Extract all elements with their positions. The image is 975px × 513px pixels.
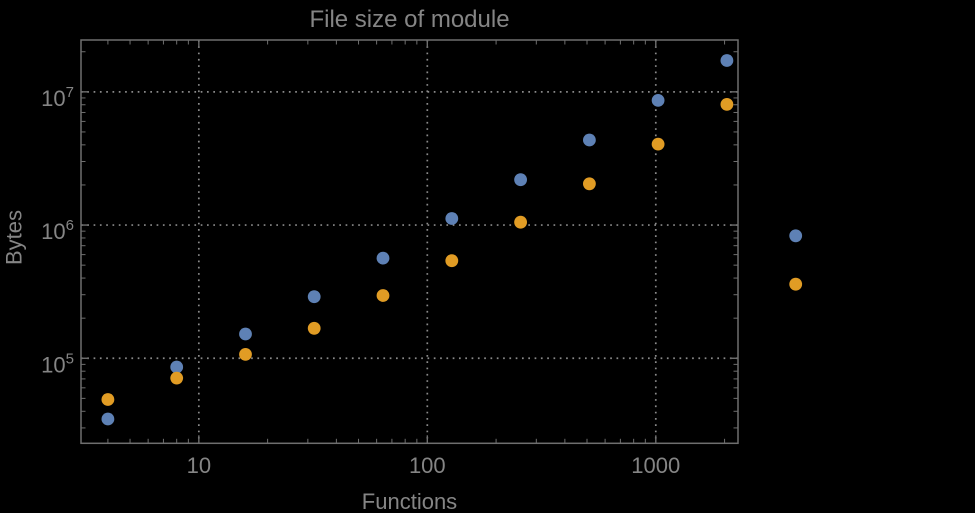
data-point-blue — [583, 133, 596, 147]
data-point-orange — [239, 348, 252, 361]
data-point-blue — [789, 229, 803, 243]
data-point-orange — [789, 277, 803, 291]
data-point-orange — [170, 371, 184, 385]
data-point-blue — [514, 173, 527, 187]
data-point-orange — [720, 98, 734, 111]
data-point-orange — [445, 254, 459, 268]
y-tick-label: 106 — [41, 217, 74, 244]
y-tick-label: 107 — [41, 84, 74, 111]
data-points — [101, 54, 803, 426]
y-tick-label: 105 — [41, 350, 74, 377]
data-point-blue — [445, 212, 459, 225]
data-point-orange — [651, 137, 665, 151]
data-point-orange — [583, 177, 596, 191]
gridlines — [81, 40, 738, 444]
chart-title: File size of module — [309, 6, 509, 33]
data-point-orange — [307, 321, 321, 335]
y-axis-label: Bytes — [2, 210, 27, 265]
data-point-blue — [307, 290, 321, 304]
x-tick-label: 10 — [187, 453, 211, 478]
data-point-orange — [101, 393, 115, 406]
data-point-blue — [239, 327, 252, 341]
x-axis-label: Functions — [362, 489, 457, 513]
x-tick-label: 100 — [409, 453, 446, 478]
data-point-blue — [170, 360, 184, 374]
axis-tick-labels: 10 100 1000 105 106 107 — [41, 84, 680, 478]
axis-ticks — [81, 40, 738, 444]
data-point-blue — [101, 412, 115, 426]
data-point-orange — [514, 215, 527, 229]
data-point-orange — [376, 289, 390, 302]
data-point-blue — [376, 251, 390, 265]
frame-rect — [80, 39, 739, 445]
x-tick-label: 1000 — [631, 453, 680, 478]
data-point-blue — [720, 54, 734, 67]
plot-frame — [80, 39, 739, 445]
data-point-blue — [651, 94, 665, 107]
